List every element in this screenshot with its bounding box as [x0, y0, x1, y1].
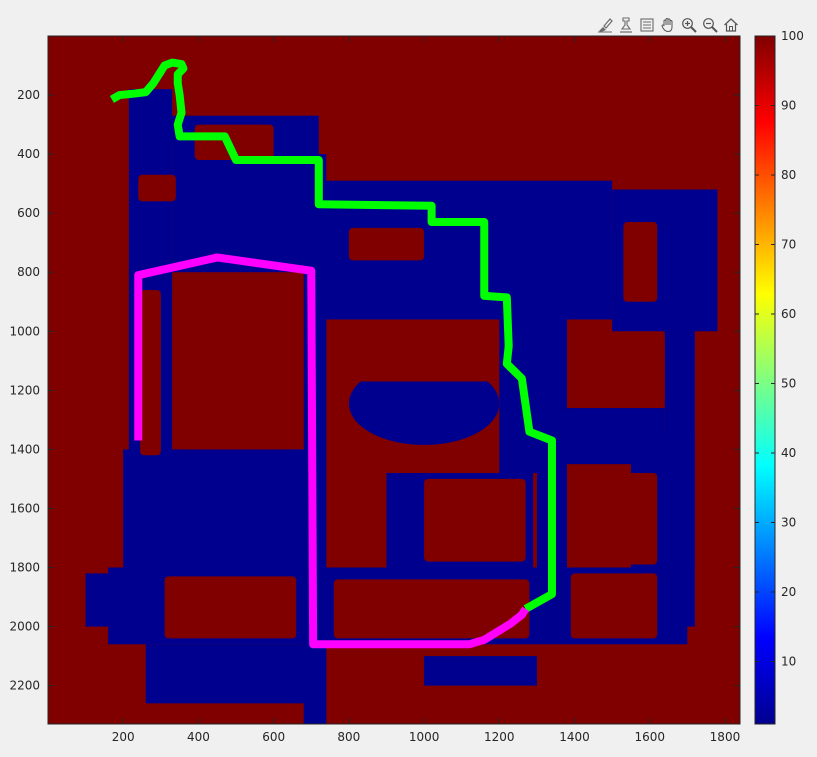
path-overlay [109, 58, 556, 649]
restore-view-button[interactable] [722, 16, 740, 34]
colorbar-tick-label: 90 [781, 98, 796, 112]
obstacle-block [333, 446, 496, 471]
pan-button[interactable] [659, 16, 677, 34]
x-tick-label: 1600 [634, 730, 665, 744]
path-series-green [109, 58, 556, 613]
obstacle-block [333, 331, 496, 382]
colorbar-tick-label: 40 [781, 446, 796, 460]
y-tick-label: 1200 [9, 383, 40, 397]
free-space-region [145, 644, 319, 704]
path-series-magenta [134, 253, 530, 649]
zoom-out-button[interactable] [701, 16, 719, 34]
colorbar-tick-label: 10 [781, 654, 796, 668]
free-space-region [348, 362, 500, 445]
obstacle-block [164, 576, 297, 639]
y-tick-label: 1600 [9, 501, 40, 515]
colorbar-tick-label: 60 [781, 307, 796, 321]
axes-frame [47, 35, 741, 725]
zoom-out-icon [703, 18, 718, 33]
colorbar-tick-label: 100 [781, 29, 804, 43]
colorbar-tick-label: 80 [781, 168, 796, 182]
obstacle-block [179, 286, 289, 450]
colorbar-tick-label: 30 [781, 515, 796, 529]
y-tick-label: 600 [17, 206, 40, 220]
axes: 200 400 600 800 1000 1200 1400 1600 1800 200 400 60… [9, 35, 741, 744]
free-space-region [123, 449, 312, 574]
y-tick-label: 1400 [9, 442, 40, 456]
x-tick-label: 400 [187, 730, 210, 744]
colorbar-tick-label: 70 [781, 237, 796, 251]
y-tick-label: 200 [17, 88, 40, 102]
colorbar: 10 20 30 40 50 60 70 80 90 100 [754, 29, 804, 725]
free-space-region [85, 573, 146, 627]
occupancy-map [48, 36, 740, 724]
obstacle-block [582, 473, 658, 565]
y-tick-label: 2000 [9, 620, 40, 634]
x-tick-label: 1800 [710, 730, 741, 744]
zoom-in-icon [682, 18, 697, 33]
x-tick-label: 1200 [484, 730, 515, 744]
legend-icon [640, 18, 654, 32]
colorbar-tick-label: 50 [781, 376, 796, 390]
brush-icon [598, 18, 613, 33]
axes-toolbar [596, 15, 740, 35]
obstacle-block [138, 174, 176, 202]
x-tick-label: 1000 [409, 730, 440, 744]
y-tick-label: 800 [17, 265, 40, 279]
obstacle-block [424, 478, 526, 562]
colorbar-tick-label: 20 [781, 585, 796, 599]
home-icon [724, 18, 738, 32]
data-tips-button[interactable] [617, 16, 635, 34]
x-tick-label: 1400 [559, 730, 590, 744]
legend-button[interactable] [638, 16, 656, 34]
y-tick-label: 1800 [9, 561, 40, 575]
y-tick-label: 400 [17, 147, 40, 161]
y-tick-label: 1000 [9, 324, 40, 338]
obstacle-block [570, 573, 658, 639]
y-tick-label: 2200 [9, 679, 40, 693]
x-tick-label: 600 [262, 730, 285, 744]
x-tick-label: 800 [337, 730, 360, 744]
obstacle-block [348, 227, 425, 261]
brush-button[interactable] [596, 16, 614, 34]
zoom-in-button[interactable] [680, 16, 698, 34]
obstacle-block [333, 579, 530, 639]
colorbar-gradient [754, 35, 776, 725]
obstacle-block [140, 289, 161, 456]
free-space-region [424, 656, 537, 686]
obstacle-block [623, 222, 658, 302]
x-tick-label: 200 [112, 730, 135, 744]
obstacle-block [582, 337, 665, 403]
data-tips-icon [620, 17, 632, 33]
pan-hand-icon [661, 17, 673, 33]
